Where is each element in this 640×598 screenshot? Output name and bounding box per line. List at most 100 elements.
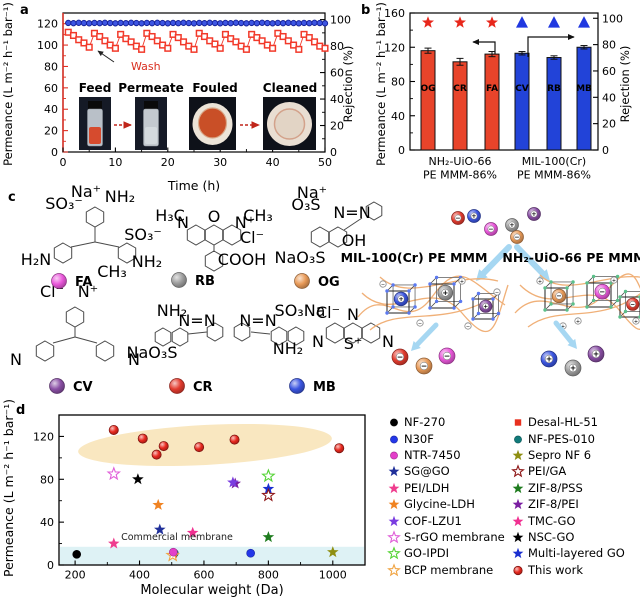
svg-text:10: 10: [108, 156, 122, 169]
svg-text:+: +: [531, 211, 536, 218]
svg-text:−: −: [381, 282, 385, 288]
bar-og: OG: [420, 16, 436, 151]
legend-marker-tmc-go: [512, 515, 524, 526]
legend-label: NF-PES-010: [528, 431, 595, 446]
legend-item-desal-hl-51: Desal-HL-51: [511, 414, 625, 430]
legend-column: Desal-HL-51 NF-PES-010 Sepro NF 6 PEI/GA ZIF…: [511, 414, 625, 578]
photo-label-feed: Feed: [79, 81, 112, 95]
photo-permeate-vial: [135, 97, 167, 150]
series-sg-go: [154, 523, 166, 535]
series-nf-270: [72, 549, 82, 559]
legend-label: Multi-layered GO: [528, 546, 625, 561]
series-rejection: [65, 19, 329, 27]
svg-text:+: +: [634, 319, 638, 325]
photo-fouled-membrane: [189, 97, 236, 150]
svg-text:COOH: COOH: [218, 250, 266, 269]
legend-item-cof-lzu1: COF-LZU1: [387, 512, 511, 528]
split-arrows: [476, 244, 550, 281]
svg-text:−: −: [444, 352, 450, 361]
series-glycine-ldh: [152, 498, 164, 510]
legend-label: TMC-GO: [528, 513, 576, 528]
svg-text:N=N: N=N: [178, 311, 215, 330]
group1-name: NH₂-UiO-66: [429, 155, 492, 168]
legend-item-sg-go: SG@GO: [387, 463, 511, 479]
legend-label: ZIF-8/PSS: [528, 480, 583, 495]
legend-item-tmc-go: TMC-GO: [511, 512, 625, 528]
panel-d-chart: d 0 40 80 120 200 400 600 800 1000 Commercial me…: [1, 400, 366, 598]
svg-text:20: 20: [44, 125, 58, 138]
series-nsc-go: [132, 473, 144, 485]
svg-text:−: −: [514, 234, 519, 241]
legend-label: PEI/LDH: [404, 480, 450, 495]
bar-fa: FA: [484, 16, 500, 151]
svg-text:0: 0: [51, 146, 58, 159]
svg-text:1000: 1000: [319, 569, 347, 582]
panel-b-bars: OG CR FA CV RB MB: [420, 16, 592, 151]
svg-text:0: 0: [47, 559, 54, 572]
svg-text:100: 100: [37, 39, 58, 52]
svg-text:0: 0: [330, 146, 337, 159]
svg-text:CH₃: CH₃: [97, 262, 127, 281]
photo-label-permeate: Permeate: [118, 81, 183, 95]
legend-item-nf-270: NF-270: [387, 414, 511, 430]
group2-sub: PE MMM-86%: [517, 169, 591, 182]
svg-text:NH₂: NH₂: [132, 252, 162, 271]
svg-text:+: +: [576, 319, 580, 325]
svg-text:600: 600: [193, 569, 214, 582]
svg-text:+: +: [538, 279, 542, 285]
dye-label-MB: MB: [313, 380, 336, 395]
bar-label-og: OG: [420, 84, 435, 94]
svg-text:O₃S: O₃S: [291, 195, 320, 214]
legend-marker-desal-hl-51: [514, 419, 522, 426]
svg-text:H₃C: H₃C: [155, 206, 185, 225]
legend-item-pei-ldh: PEI/LDH: [387, 480, 511, 496]
svg-text:+: +: [471, 213, 476, 220]
panel-b-chart: b 0 40 80 120 160 0 20 40 60 80 100 OG CR FA CV RB MB P…: [361, 2, 632, 182]
svg-text:40: 40: [602, 91, 616, 104]
panel-b-ylabel: Permeance (L m⁻² h⁻¹ bar⁻¹): [374, 2, 388, 166]
svg-text:+: +: [483, 304, 488, 310]
svg-text:+: +: [442, 288, 448, 297]
legend-label: N30F: [404, 431, 434, 446]
panel-d-legend: NF-270 N30F NTR-7450 SG@GO PEI/LDH Glycine-LD…: [387, 414, 639, 578]
legend-label: S-rGO membrane: [404, 529, 505, 544]
svg-text:NaO₃S: NaO₃S: [275, 248, 326, 267]
series-cof-lzu1: [227, 476, 239, 488]
molecule-OG-structure: Na⁺O₃S N=N OH NaO₃S: [275, 185, 383, 267]
svg-text:N: N: [347, 305, 359, 324]
legend-item-bcp-membrane: BCP membrane: [387, 562, 511, 578]
legend-marker-n30f: [390, 435, 398, 443]
svg-text:0: 0: [398, 144, 405, 157]
svg-text:100: 100: [330, 14, 351, 27]
svg-text:50: 50: [318, 156, 332, 169]
legend-marker-multi-layered-go: [512, 548, 524, 559]
legend-label: NSC-GO: [528, 529, 575, 544]
legend-marker-ntr-7450: [390, 451, 398, 460]
legend-item-sepro-nf-6: Sepro NF 6: [511, 447, 625, 463]
svg-text:+: +: [612, 278, 616, 284]
svg-text:−: −: [556, 292, 561, 300]
panel-d-ylabel: Permeance (L m⁻² h⁻¹ bar⁻¹): [1, 400, 16, 577]
svg-text:N=N: N=N: [239, 311, 276, 330]
panel-b-axes: 0 40 80 120 160 0 20 40 60 80 100: [384, 7, 623, 157]
bar-rb: RB: [546, 16, 562, 151]
panel-a-ylabel: Permeance (L m⁻² h⁻¹ bar⁻¹): [1, 2, 15, 166]
legend-marker-sg-go: [388, 466, 400, 477]
panel-d-axes: 0 40 80 120 200 400 600 800 1000: [33, 414, 366, 582]
svg-text:+: +: [593, 350, 599, 359]
svg-text:100: 100: [602, 12, 623, 25]
panel-b-label: b: [361, 3, 370, 18]
legend-label: NTR-7450: [404, 447, 461, 462]
legend-label: BCP membrane: [404, 562, 494, 577]
legend-label: Desal-HL-51: [528, 415, 598, 430]
svg-text:120: 120: [33, 430, 54, 443]
svg-text:+: +: [570, 364, 576, 373]
legend-marker-s-rgo-membrane: [387, 530, 401, 544]
membrane-mil100cr: + + + − − + − − − − −: [357, 275, 509, 375]
legend-marker-go-ipdi: [387, 546, 401, 560]
svg-text:−: −: [455, 215, 460, 222]
group2-name: MIL-100(Cr): [522, 155, 586, 168]
svg-text:60: 60: [602, 65, 616, 78]
bar-cv: CV: [514, 16, 530, 151]
